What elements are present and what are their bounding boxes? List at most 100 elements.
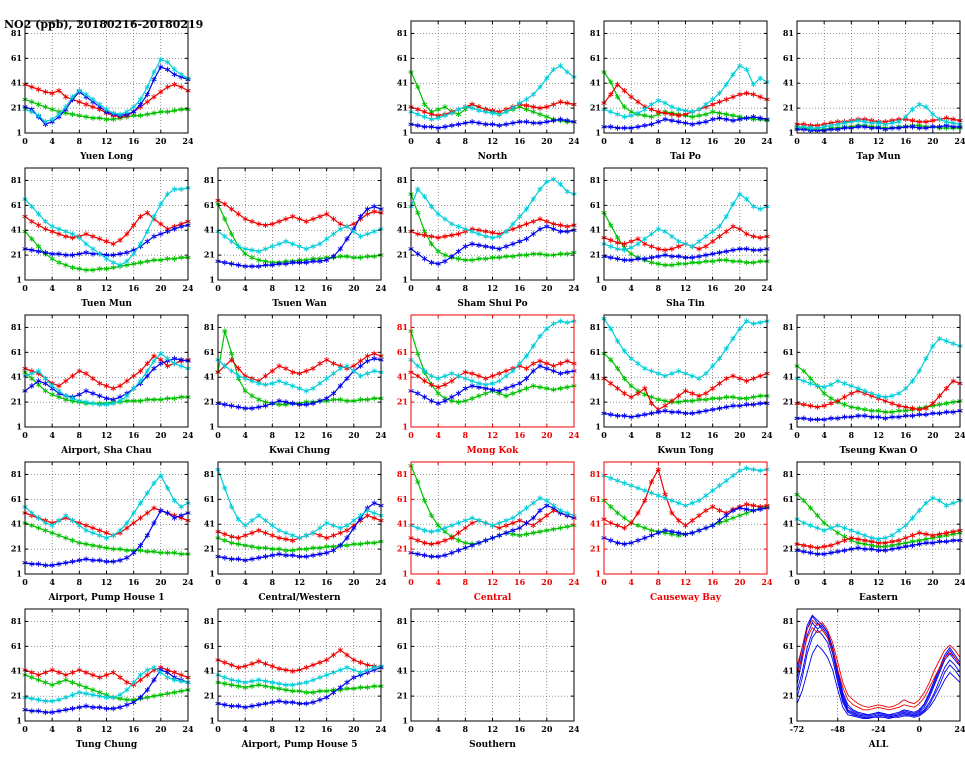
data-point-marker [164, 550, 171, 556]
data-point-marker [35, 222, 42, 229]
data-point-marker [178, 678, 184, 684]
data-point-marker [676, 119, 682, 125]
data-point-marker [523, 252, 530, 258]
data-point-marker [63, 94, 69, 100]
data-point-marker [530, 522, 536, 529]
data-point-marker [276, 685, 282, 692]
data-point-marker [90, 233, 96, 240]
data-point-marker [750, 91, 757, 98]
data-point-marker [882, 126, 888, 133]
data-point-marker [841, 547, 848, 554]
data-point-marker [303, 700, 309, 707]
data-point-marker [950, 409, 956, 415]
data-point-marker [83, 267, 89, 273]
x-tick-label: -24 [871, 724, 886, 734]
data-point-marker [723, 96, 729, 103]
data-point-marker [222, 537, 228, 544]
data-point-marker [222, 702, 228, 708]
data-point-marker [269, 243, 275, 250]
data-point-marker [889, 532, 895, 539]
y-tick-label: 1 [595, 128, 601, 138]
data-point-marker [608, 109, 614, 115]
data-point-marker [110, 705, 116, 712]
data-point-marker [923, 411, 929, 418]
data-point-marker [476, 393, 482, 399]
y-tick-label: 41 [397, 372, 408, 382]
data-point-marker [496, 254, 502, 261]
data-point-marker [435, 125, 441, 131]
data-point-marker [235, 556, 242, 562]
data-point-marker [151, 257, 157, 263]
data-point-marker [614, 385, 621, 392]
data-point-marker [90, 115, 96, 121]
data-point-marker [442, 124, 448, 130]
data-point-marker [889, 538, 895, 545]
data-point-marker [76, 689, 82, 696]
data-point-marker [814, 525, 821, 531]
data-point-marker [158, 201, 164, 207]
data-point-marker [496, 233, 502, 240]
data-point-marker [442, 525, 448, 531]
data-point-marker [455, 390, 462, 397]
data-point-marker [943, 338, 950, 344]
data-point-marker [530, 231, 536, 237]
data-point-marker [655, 396, 661, 403]
data-point-marker [442, 537, 448, 544]
data-point-marker [83, 241, 89, 247]
data-point-marker [821, 124, 827, 130]
data-point-marker [750, 81, 757, 88]
data-point-marker [97, 266, 103, 272]
data-point-marker [841, 525, 848, 531]
panel-tung-chung: 0 4 8 12 16 20 24 1 21 41 61 81 Tung Chung [0, 604, 194, 751]
data-point-marker [90, 525, 96, 531]
y-tick-label: 81 [11, 28, 22, 38]
data-point-marker [97, 532, 103, 539]
x-tick-label: 8 [849, 577, 855, 587]
data-point-marker [310, 258, 316, 265]
data-point-marker [371, 683, 377, 689]
data-point-marker [503, 228, 509, 235]
data-point-marker [564, 369, 570, 376]
data-point-marker [909, 542, 916, 549]
panel-title: Sham Shui Po [457, 299, 527, 309]
data-point-marker [296, 401, 303, 408]
data-point-marker [131, 699, 137, 706]
data-point-marker [110, 694, 116, 701]
data-point-marker [530, 218, 536, 225]
data-point-marker [462, 545, 468, 551]
x-tick-label: 16 [707, 136, 719, 146]
data-point-marker [807, 380, 814, 387]
data-point-marker [144, 228, 150, 235]
data-point-marker [875, 414, 882, 420]
data-point-marker [76, 398, 82, 404]
x-tick-label: 12 [680, 136, 691, 146]
data-point-marker [344, 527, 350, 534]
data-point-marker [635, 110, 641, 116]
data-point-marker [310, 552, 316, 559]
data-point-marker [344, 223, 350, 230]
data-point-marker [743, 259, 750, 266]
x-tick-label: 24 [568, 724, 579, 734]
data-point-marker [530, 368, 536, 374]
data-point-marker [848, 119, 854, 125]
data-point-marker [131, 679, 137, 686]
x-tick-label: 20 [541, 136, 553, 146]
data-point-marker [476, 373, 482, 379]
data-point-marker [483, 381, 489, 388]
panel-title: Airport, Pump House 1 [47, 593, 164, 603]
data-point-marker [131, 520, 137, 526]
data-point-marker [757, 206, 763, 212]
data-point-marker [841, 380, 848, 387]
data-point-marker [330, 652, 337, 658]
y-tick-label: 61 [590, 494, 601, 504]
data-point-marker [662, 100, 668, 106]
data-point-marker [29, 695, 35, 702]
data-point-marker [317, 551, 323, 557]
data-point-marker [242, 251, 248, 257]
data-point-marker [469, 257, 475, 263]
data-point-marker [317, 241, 323, 247]
y-tick-label: 41 [397, 78, 408, 88]
data-point-marker [737, 226, 743, 232]
data-point-marker [530, 343, 536, 349]
data-point-marker [523, 375, 530, 382]
